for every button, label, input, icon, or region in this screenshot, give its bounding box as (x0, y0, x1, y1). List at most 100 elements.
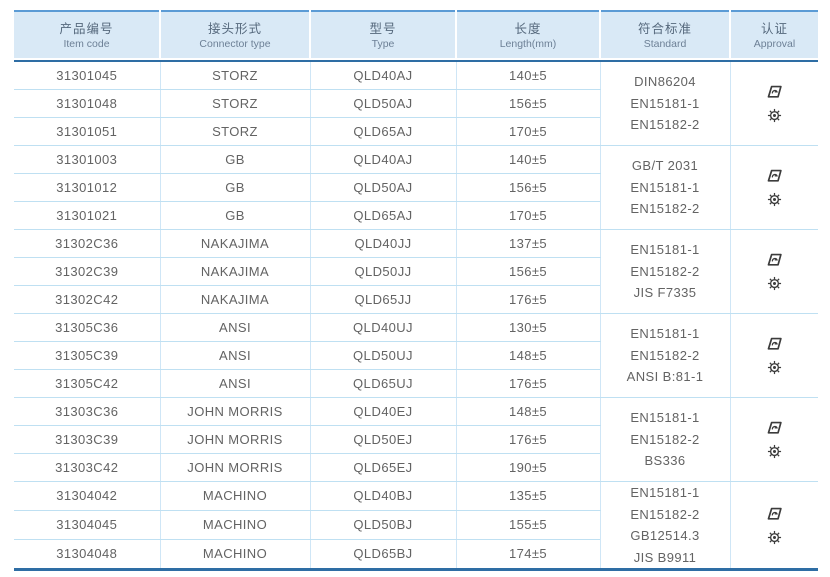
length-cell: 148±5 (455, 341, 600, 370)
col-header-approval: 认证 Approval (729, 11, 818, 62)
table-row: 31301045 STORZ QLD40AJ 140±5 DIN86204 EN15181… (14, 61, 818, 146)
connector-type-cell: ANSI (159, 313, 310, 342)
standard-line: DIN86204 (634, 74, 696, 90)
connector-type-cell: NAKAJIMA (159, 285, 310, 314)
approval-cell (729, 481, 819, 570)
length-cell: 174±5 (455, 539, 600, 570)
standard-line: EN15182-2 (630, 347, 700, 363)
type-cell: QLD65BJ (309, 539, 456, 570)
standards-cell: DIN86204 EN15181-1 EN15182-2 (599, 61, 730, 146)
type-cell: QLD40UJ (309, 313, 456, 342)
connector-type-cell: ANSI (159, 341, 310, 370)
gear-seal-icon (767, 192, 782, 207)
item-code-cell: 31301021 (14, 201, 160, 230)
connector-type-cell: ANSI (159, 369, 310, 398)
length-cell: 190±5 (455, 453, 600, 482)
table-row: 31304042 MACHINO QLD40BJ 135±5 EN15181-1 EN15… (14, 481, 818, 570)
table-row: 31304048 MACHINO QLD65BJ 174±5 (14, 539, 818, 570)
table-row: 31301021 GB QLD65AJ 170±5 (14, 201, 818, 230)
type-cell: QLD50UJ (309, 341, 456, 370)
standard-line: ANSI B:81-1 (626, 369, 704, 385)
approval-cell (729, 313, 818, 398)
item-code-cell: 31302C39 (14, 257, 160, 286)
col-header-length: 长度 Length(mm) (455, 11, 600, 62)
standard-line: BS336 (644, 453, 686, 469)
item-code-cell: 31304042 (14, 481, 160, 511)
type-cell: QLD65AJ (309, 117, 456, 146)
col-header-standard: 符合标准 Standard (599, 11, 730, 62)
item-code-cell: 31301045 (14, 61, 160, 90)
connector-type-cell: GB (159, 173, 310, 202)
type-cell: QLD40BJ (309, 481, 456, 511)
standard-line: GB/T 2031 (631, 158, 699, 174)
item-code-cell: 31304045 (14, 510, 160, 540)
table-row: 31303C36 JOHN MORRIS QLD40EJ 148±5 EN15181-1… (14, 397, 818, 482)
standards-cell: EN15181-1 EN15182-2 GB12514.3 JIS B9911 (599, 481, 730, 570)
standard-line: EN15181-1 (630, 410, 700, 426)
table-row: 31303C42 JOHN MORRIS QLD65EJ 190±5 (14, 453, 818, 482)
type-cell: QLD65UJ (309, 369, 456, 398)
item-code-cell: 31305C42 (14, 369, 160, 398)
standard-line: EN15181-1 (630, 95, 700, 111)
approval-cell (729, 397, 819, 482)
type-cell: QLD50JJ (309, 257, 456, 286)
item-code-cell: 31301012 (14, 173, 160, 202)
standard-line: EN15181-1 (630, 326, 700, 342)
connector-type-cell: MACHINO (159, 539, 310, 570)
col-header-type: 型号 Type (309, 11, 456, 62)
header-row: 产品编号 Item code 接头形式 Connector type 型号 Ty… (14, 11, 818, 62)
type-cell: QLD40AJ (309, 61, 456, 90)
length-cell: 140±5 (455, 145, 600, 174)
connector-type-cell: JOHN MORRIS (159, 453, 310, 482)
type-cell: QLD40AJ (309, 145, 456, 174)
standard-line: JIS B9911 (633, 549, 697, 565)
table-row: 31301051 STORZ QLD65AJ 170±5 (14, 117, 818, 146)
approval-icon-stack (731, 168, 819, 207)
connector-type-cell: GB (159, 145, 310, 174)
approval-icon-stack (731, 506, 819, 545)
type-cell: QLD50BJ (309, 510, 456, 540)
standard-line: EN15181-1 (630, 242, 700, 258)
table-row: 31302C36 NAKAJIMA QLD40JJ 137±5 EN15181-1 EN1… (14, 229, 818, 314)
type-cell: QLD50AJ (309, 89, 456, 118)
standard-line: EN15182-2 (630, 117, 700, 133)
approval-icon-stack (731, 420, 819, 459)
connector-type-cell: STORZ (159, 61, 310, 90)
item-code-cell: 31305C36 (14, 313, 160, 342)
col-header-connector-type-en: Connector type (199, 37, 271, 50)
cert-stamp-icon (766, 420, 783, 435)
type-cell: QLD50EJ (309, 425, 456, 454)
type-cell: QLD65AJ (309, 201, 456, 230)
length-cell: 170±5 (455, 201, 600, 230)
standards-cell: EN15181-1 EN15182-2 ANSI B:81-1 (599, 313, 730, 398)
connector-type-cell: MACHINO (159, 510, 310, 540)
standard-line: EN15182-2 (630, 431, 700, 447)
connector-type-cell: STORZ (159, 89, 310, 118)
standard-line: JIS F7335 (633, 285, 697, 301)
col-header-type-zh: 型号 (369, 22, 397, 37)
item-code-cell: 31302C36 (14, 229, 160, 258)
approval-cell (729, 61, 818, 146)
table-row: 31302C39 NAKAJIMA QLD50JJ 156±5 (14, 257, 818, 286)
standard-line: EN15182-2 (630, 263, 700, 279)
table-header: 产品编号 Item code 接头形式 Connector type 型号 Ty… (14, 11, 818, 62)
table-row: 31302C42 NAKAJIMA QLD65JJ 176±5 (14, 285, 818, 314)
col-header-type-en: Type (371, 37, 395, 50)
length-cell: 176±5 (455, 369, 600, 398)
col-header-connector-type: 接头形式 Connector type (159, 11, 310, 62)
type-cell: QLD65EJ (309, 453, 456, 482)
approval-cell (729, 229, 818, 314)
length-cell: 156±5 (455, 257, 600, 286)
item-code-cell: 31303C36 (14, 397, 160, 426)
cert-stamp-icon (766, 84, 783, 99)
gear-seal-icon (767, 530, 782, 545)
standards-cell: GB/T 2031 EN15181-1 EN15182-2 (599, 145, 730, 230)
col-header-approval-zh: 认证 (760, 22, 788, 37)
item-code-cell: 31302C42 (14, 285, 160, 314)
table-row: 31305C42 ANSI QLD65UJ 176±5 (14, 369, 818, 398)
cert-stamp-icon (766, 336, 783, 351)
length-cell: 176±5 (455, 285, 600, 314)
cert-stamp-icon (766, 506, 783, 521)
gear-seal-icon (767, 108, 782, 123)
